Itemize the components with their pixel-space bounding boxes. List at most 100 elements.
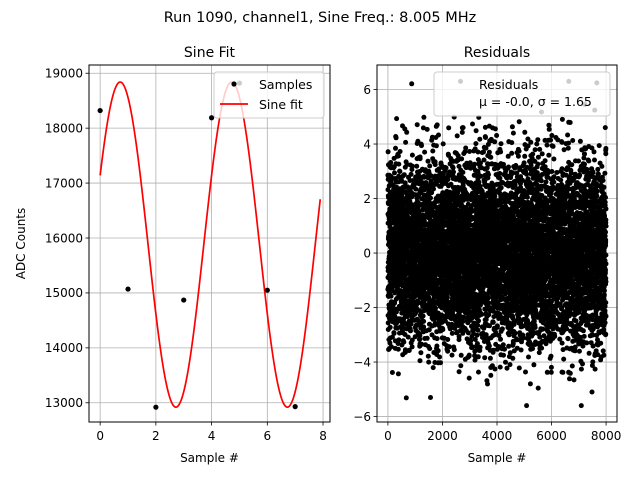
residual-point bbox=[393, 135, 399, 141]
sample-point bbox=[153, 404, 159, 410]
residual-point bbox=[451, 169, 456, 175]
residual-point bbox=[516, 365, 522, 371]
residual-point bbox=[454, 133, 460, 139]
residual-point bbox=[456, 369, 462, 375]
residual-point bbox=[445, 337, 451, 342]
residual-point bbox=[413, 186, 419, 192]
residual-point bbox=[512, 330, 518, 336]
residual-point bbox=[426, 359, 432, 365]
residual-point bbox=[428, 173, 434, 179]
residual-point bbox=[429, 190, 435, 196]
residual-point bbox=[476, 179, 482, 185]
sine-fit-ytick-label: 17000 bbox=[45, 176, 83, 190]
residual-point bbox=[430, 148, 436, 154]
sine-fit-xtick-label: 8 bbox=[319, 429, 327, 443]
residual-point bbox=[408, 328, 413, 334]
residual-point bbox=[409, 163, 415, 169]
sine-fit-axes-frame bbox=[88, 64, 331, 423]
residual-point bbox=[516, 119, 522, 125]
residual-point bbox=[467, 160, 473, 166]
residual-point bbox=[446, 125, 452, 131]
residual-point bbox=[487, 355, 493, 361]
residual-point bbox=[438, 360, 443, 366]
residual-point bbox=[417, 358, 423, 364]
residual-point bbox=[427, 163, 433, 169]
legend-samples-marker bbox=[231, 81, 237, 87]
residual-point bbox=[409, 152, 415, 158]
residual-point bbox=[451, 347, 457, 353]
sample-point bbox=[208, 115, 215, 121]
residual-point bbox=[486, 172, 491, 178]
residual-point bbox=[421, 318, 427, 324]
residual-point bbox=[460, 169, 466, 175]
residual-point bbox=[401, 172, 407, 178]
residual-point bbox=[459, 156, 465, 162]
residual-point bbox=[418, 350, 424, 356]
residual-point bbox=[458, 352, 464, 358]
residual-point bbox=[421, 114, 427, 120]
residual-point bbox=[500, 342, 506, 348]
residual-point bbox=[470, 121, 475, 127]
sine-fit-ytick-label: 16000 bbox=[45, 231, 83, 245]
sine-fit-ytick-label: 15000 bbox=[45, 286, 83, 300]
sine-fit-grid bbox=[89, 65, 330, 422]
residual-point bbox=[492, 366, 498, 372]
sine-fit-ytick-label: 18000 bbox=[45, 121, 83, 135]
residual-point bbox=[485, 295, 491, 301]
residual-point bbox=[393, 145, 398, 151]
residual-point bbox=[428, 178, 434, 184]
residual-point bbox=[396, 337, 402, 343]
sine-fit-title: Sine Fit bbox=[184, 45, 236, 61]
residual-point bbox=[402, 180, 408, 186]
residual-point bbox=[405, 184, 411, 190]
residual-point bbox=[440, 327, 446, 333]
residual-point bbox=[434, 343, 440, 349]
residual-point bbox=[494, 323, 500, 329]
residual-point bbox=[485, 381, 490, 387]
residual-point bbox=[509, 124, 515, 130]
residual-point bbox=[387, 324, 393, 330]
residual-point bbox=[474, 332, 480, 338]
residual-point bbox=[424, 126, 430, 132]
residual-point bbox=[488, 372, 494, 378]
residual-point bbox=[475, 149, 481, 155]
residual-point bbox=[414, 163, 420, 169]
residual-point bbox=[516, 148, 522, 154]
residual-point bbox=[385, 320, 391, 326]
residual-point bbox=[394, 320, 399, 326]
sine-fit-xtick-label: 2 bbox=[152, 429, 160, 443]
residual-point bbox=[494, 133, 500, 138]
residual-point bbox=[509, 150, 515, 156]
residual-point bbox=[394, 116, 400, 122]
residual-point bbox=[389, 370, 395, 375]
residual-point bbox=[421, 324, 427, 330]
residual-point bbox=[440, 141, 446, 147]
residual-point bbox=[433, 305, 438, 311]
residuals-title: Residuals bbox=[464, 45, 530, 61]
residual-point bbox=[486, 300, 492, 306]
residual-point bbox=[458, 363, 464, 369]
residual-point bbox=[482, 355, 488, 361]
residual-point bbox=[415, 138, 421, 144]
residual-point bbox=[428, 395, 433, 400]
residual-point bbox=[417, 336, 423, 342]
residual-point bbox=[498, 185, 504, 191]
residual-point bbox=[465, 330, 471, 336]
residual-point bbox=[502, 346, 507, 352]
residual-point bbox=[506, 164, 511, 170]
sine-fit-legend-box bbox=[213, 71, 325, 119]
residual-point bbox=[427, 346, 433, 352]
residual-point bbox=[499, 326, 505, 332]
residual-point bbox=[492, 139, 498, 145]
residual-point bbox=[446, 344, 452, 350]
residual-point bbox=[466, 375, 472, 381]
residual-point bbox=[435, 348, 441, 354]
residual-point bbox=[466, 352, 472, 358]
sample-point bbox=[264, 287, 270, 293]
residual-point bbox=[432, 162, 438, 168]
sine-fit-ylabel: ADC Counts bbox=[14, 208, 28, 280]
sine-fit-xlabel: Sample # bbox=[180, 451, 239, 465]
residual-point bbox=[409, 81, 415, 87]
